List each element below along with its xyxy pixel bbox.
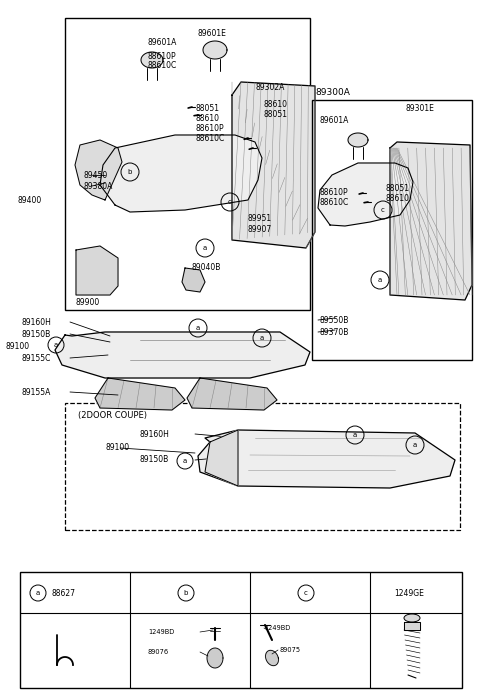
Polygon shape — [182, 268, 205, 292]
Text: c: c — [228, 199, 232, 205]
Text: (2DOOR COUPE): (2DOOR COUPE) — [78, 410, 147, 419]
Polygon shape — [318, 163, 413, 226]
Text: 89951: 89951 — [248, 214, 272, 223]
Bar — [65, 403, 460, 530]
Text: 89601E: 89601E — [198, 28, 227, 37]
Text: a: a — [196, 325, 200, 331]
Text: 89907: 89907 — [248, 225, 272, 234]
Text: a: a — [183, 458, 187, 464]
Text: 88610P: 88610P — [148, 52, 177, 61]
Text: a: a — [203, 245, 207, 251]
Text: 89601A: 89601A — [148, 37, 178, 46]
Text: 89380A: 89380A — [83, 182, 112, 191]
Text: 88627: 88627 — [52, 589, 76, 598]
Text: 89155A: 89155A — [22, 388, 51, 397]
Text: 88610: 88610 — [196, 113, 220, 122]
Ellipse shape — [404, 614, 420, 622]
Polygon shape — [76, 246, 118, 295]
Text: c: c — [304, 590, 308, 596]
Text: 1249GE: 1249GE — [394, 589, 424, 598]
Text: 89155C: 89155C — [22, 354, 51, 363]
Text: 88610P: 88610P — [196, 124, 225, 133]
Text: 1249BD: 1249BD — [264, 625, 290, 631]
Polygon shape — [100, 135, 262, 212]
Polygon shape — [75, 140, 122, 200]
Text: 88610: 88610 — [385, 193, 409, 202]
Text: 89370B: 89370B — [320, 328, 349, 337]
Polygon shape — [207, 648, 223, 668]
Polygon shape — [141, 52, 163, 68]
Text: 88610P: 88610P — [319, 187, 348, 196]
Text: 88610C: 88610C — [319, 198, 348, 207]
Polygon shape — [187, 378, 277, 410]
Text: 89100: 89100 — [105, 444, 129, 453]
Text: a: a — [54, 342, 58, 348]
Polygon shape — [390, 142, 472, 300]
Text: b: b — [128, 169, 132, 175]
Text: 89150B: 89150B — [140, 455, 169, 464]
Polygon shape — [55, 332, 310, 378]
Bar — [65, 18, 310, 310]
Text: 89301E: 89301E — [405, 104, 434, 113]
Text: a: a — [413, 442, 417, 448]
Text: 89400: 89400 — [17, 196, 41, 205]
Polygon shape — [205, 430, 238, 486]
Polygon shape — [348, 133, 368, 147]
Text: 89040B: 89040B — [192, 263, 221, 272]
Text: a: a — [378, 277, 382, 283]
Text: 88051: 88051 — [263, 109, 287, 118]
Bar — [312, 100, 472, 360]
Text: 89550B: 89550B — [320, 316, 349, 325]
Text: a: a — [260, 335, 264, 341]
Text: c: c — [381, 207, 385, 213]
Polygon shape — [265, 650, 278, 665]
Text: 89450: 89450 — [83, 171, 107, 180]
Text: 89300A: 89300A — [315, 88, 350, 97]
Text: 89302A: 89302A — [255, 82, 284, 91]
Polygon shape — [198, 430, 455, 488]
Text: 89150B: 89150B — [22, 330, 51, 339]
Polygon shape — [95, 378, 185, 410]
Text: 88610C: 88610C — [196, 133, 225, 142]
Text: 89900: 89900 — [75, 298, 99, 307]
Bar — [20, 572, 462, 688]
Text: b: b — [184, 590, 188, 596]
Text: 89601A: 89601A — [319, 115, 348, 124]
Text: 88610: 88610 — [263, 100, 287, 108]
Text: 89160H: 89160H — [140, 430, 170, 439]
Text: 88610C: 88610C — [148, 61, 177, 70]
Text: 89075: 89075 — [280, 647, 301, 653]
Text: a: a — [353, 432, 357, 438]
Polygon shape — [203, 41, 227, 59]
Text: 88051: 88051 — [385, 184, 409, 193]
Text: 89076: 89076 — [148, 649, 169, 655]
Polygon shape — [232, 82, 315, 248]
Text: 89160H: 89160H — [22, 317, 52, 327]
Text: 89100: 89100 — [5, 341, 29, 350]
Text: 88051: 88051 — [196, 104, 220, 113]
Polygon shape — [404, 622, 420, 630]
Text: 1249BD: 1249BD — [148, 629, 174, 635]
Text: a: a — [36, 590, 40, 596]
